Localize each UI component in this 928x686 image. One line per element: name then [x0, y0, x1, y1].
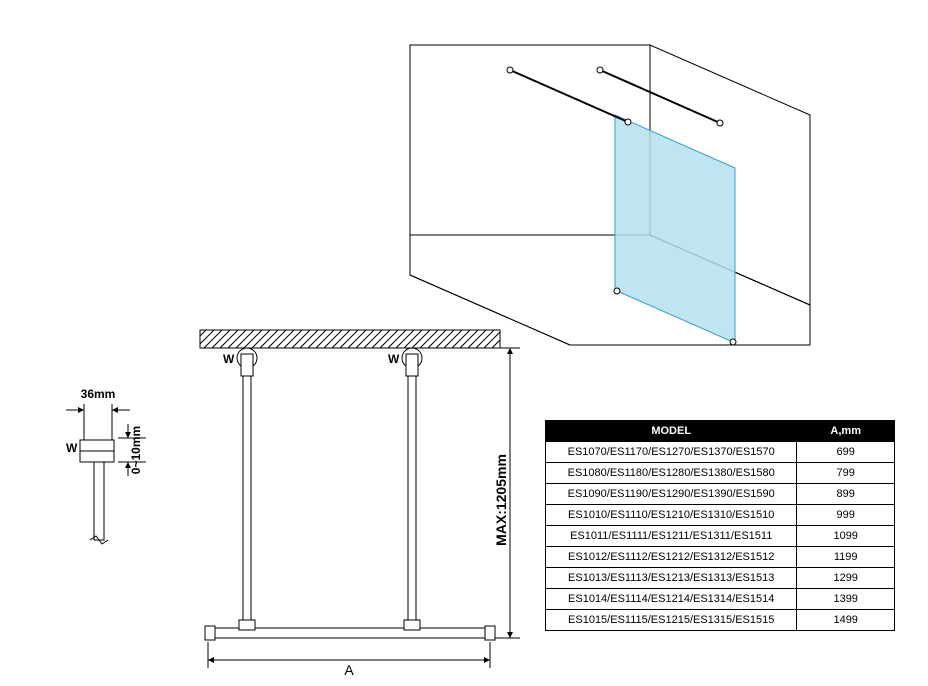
dim-36-label: 36mm	[81, 387, 116, 401]
cell-a: 1299	[797, 568, 895, 589]
cell-a: 1499	[797, 610, 895, 631]
cell-model: ES1012/ES1112/ES1212/ES1312/ES1512	[546, 547, 797, 568]
support-bar-2	[600, 70, 720, 123]
cell-model: ES1010/ES1110/ES1210/ES1310/ES1510	[546, 505, 797, 526]
dim-A-label: A	[344, 662, 354, 678]
label-W-right: W	[388, 352, 400, 366]
model-table: MODEL A,mm ES1070/ES1170/ES1270/ES1370/E…	[545, 420, 895, 631]
label-W-left: W	[223, 352, 235, 366]
iso-view	[410, 45, 810, 345]
cell-model: ES1070/ES1170/ES1270/ES1370/ES1570	[546, 442, 797, 463]
cell-a: 1399	[797, 589, 895, 610]
bracket-right: W	[388, 348, 422, 376]
cell-a: 999	[797, 505, 895, 526]
table-row: ES1011/ES1111/ES1211/ES1311/ES15111099	[546, 526, 895, 547]
bracket-left: W	[223, 348, 257, 376]
cell-model: ES1015/ES1115/ES1215/ES1315/ES1515	[546, 610, 797, 631]
diagram-stage: W W MAX:1205mm A 36mm 0~10mm W M	[0, 0, 928, 686]
support-bar-1	[510, 70, 628, 122]
cell-model: ES1080/ES1180/ES1280/ES1380/ES1580	[546, 463, 797, 484]
th-a: A,mm	[797, 421, 895, 442]
cell-model: ES1090/ES1190/ES1290/ES1390/ES1590	[546, 484, 797, 505]
glass-face	[615, 115, 735, 343]
th-model: MODEL	[546, 421, 797, 442]
cell-a: 1199	[797, 547, 895, 568]
table-row: ES1070/ES1170/ES1270/ES1370/ES1570699	[546, 442, 895, 463]
table-row: ES1013/ES1113/ES1213/ES1313/ES15131299	[546, 568, 895, 589]
detail-view: 36mm 0~10mm W	[66, 387, 146, 544]
table-row: ES1010/ES1110/ES1210/ES1310/ES1510999	[546, 505, 895, 526]
cell-model: ES1011/ES1111/ES1211/ES1311/ES1511	[546, 526, 797, 547]
table-row: ES1015/ES1115/ES1215/ES1315/ES15151499	[546, 610, 895, 631]
dim-height-label: MAX:1205mm	[493, 454, 509, 546]
cell-a: 699	[797, 442, 895, 463]
rod-left	[243, 376, 251, 628]
table-row: ES1012/ES1112/ES1212/ES1312/ES15121199	[546, 547, 895, 568]
table-row: ES1080/ES1180/ES1280/ES1380/ES1580799	[546, 463, 895, 484]
cell-a: 1099	[797, 526, 895, 547]
table-row: ES1014/ES1114/ES1214/ES1314/ES15141399	[546, 589, 895, 610]
glass-panel-iso	[615, 115, 735, 343]
detail-rod	[94, 462, 104, 540]
dim-010-label: 0~10mm	[129, 426, 143, 474]
table-row: ES1090/ES1190/ES1290/ES1390/ES1590899	[546, 484, 895, 505]
cell-model: ES1013/ES1113/ES1213/ES1313/ES1513	[546, 568, 797, 589]
label-W-detail: W	[66, 441, 78, 455]
rod-right	[408, 376, 416, 628]
wall-hatch	[200, 330, 500, 348]
cell-a: 899	[797, 484, 895, 505]
cell-model: ES1014/ES1114/ES1214/ES1314/ES1514	[546, 589, 797, 610]
front-view: W W MAX:1205mm A	[200, 330, 520, 678]
cell-a: 799	[797, 463, 895, 484]
